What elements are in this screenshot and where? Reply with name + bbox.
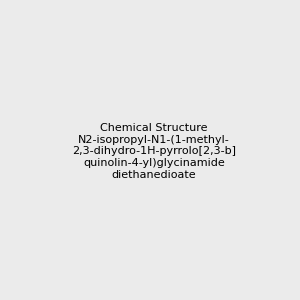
- Text: Chemical Structure
N2-isopropyl-N1-(1-methyl-
2,3-dihydro-1H-pyrrolo[2,3-b]
quin: Chemical Structure N2-isopropyl-N1-(1-me…: [72, 123, 236, 180]
